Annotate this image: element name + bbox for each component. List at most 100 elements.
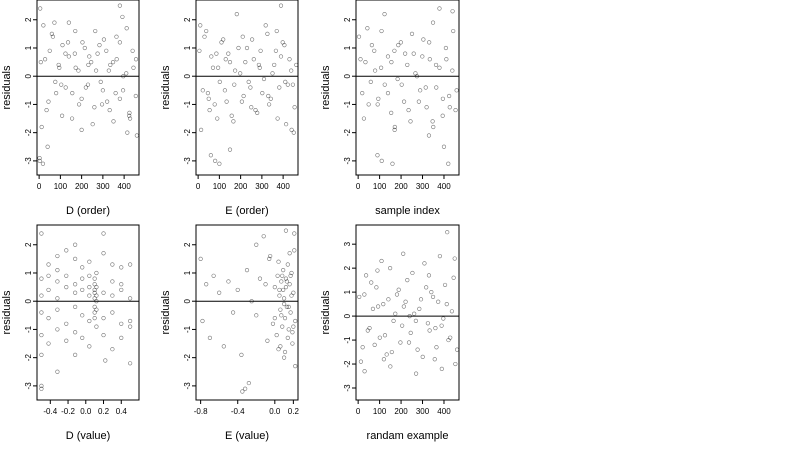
data-point (39, 310, 44, 315)
data-point (108, 62, 113, 68)
plot-panel-4: -0.4 -0.2 0.0 0.2 0.4 -3 -2 -1 0 1 2 D (value) resid… (1, 224, 140, 442)
data-point (280, 324, 285, 329)
x-tick-label: -0.4 (43, 407, 57, 416)
data-point (285, 262, 290, 267)
data-point (284, 122, 289, 127)
data-point (394, 292, 400, 297)
y-tick-label: -1 (183, 325, 192, 333)
data-point (360, 91, 365, 96)
y-tick-label: -3 (343, 157, 352, 165)
y-axis-title: residuals (160, 65, 172, 110)
data-point (53, 79, 58, 84)
data-point (222, 88, 227, 93)
data-point (413, 318, 418, 323)
data-point (410, 270, 415, 276)
data-point (426, 273, 432, 278)
data-point (246, 79, 251, 84)
data-point (94, 307, 99, 312)
plot-panel-1: 0 100 200 300 400 -3 -2 -1 0 1 2 D (order) residuals (1, 0, 140, 217)
data-point (46, 262, 51, 267)
data-point (356, 34, 362, 39)
data-point (446, 161, 451, 166)
data-point (429, 290, 434, 295)
data-point (207, 107, 212, 113)
data-point (291, 130, 296, 135)
data-point (293, 364, 298, 369)
y-axis-title: residuals (320, 290, 332, 335)
data-point (205, 91, 210, 96)
data-point (227, 147, 233, 152)
data-point (127, 110, 132, 116)
y-tick-label: 2 (24, 242, 33, 247)
y-axis-title: residuals (1, 65, 13, 110)
data-point (117, 3, 122, 8)
data-point (280, 273, 285, 278)
data-point (374, 285, 379, 290)
data-point (372, 48, 377, 53)
data-point (440, 96, 446, 101)
data-point (432, 357, 437, 362)
data-point (55, 296, 60, 301)
data-point (372, 342, 377, 347)
data-point (128, 318, 133, 324)
data-point (243, 386, 248, 391)
x-axis-title: E (order) (225, 205, 268, 217)
data-point (257, 65, 262, 70)
y-tick-label: -2 (24, 354, 33, 362)
data-point (254, 242, 259, 247)
scatter-points (198, 228, 298, 394)
data-point (388, 364, 393, 369)
data-point (292, 105, 297, 110)
data-point (80, 313, 85, 318)
y-tick-label: -1 (183, 100, 192, 108)
data-point (277, 293, 282, 298)
data-point (45, 144, 50, 149)
data-point (92, 276, 97, 281)
data-point (385, 91, 391, 96)
data-point (272, 316, 277, 321)
data-point (375, 268, 380, 273)
data-point (291, 290, 296, 295)
plot-frame (355, 224, 460, 401)
data-point (130, 48, 135, 53)
data-point (127, 116, 133, 121)
y-tick-label: 1 (343, 289, 352, 294)
x-tick-label: 300 (96, 182, 110, 191)
data-point (240, 389, 245, 394)
data-point (368, 79, 373, 84)
x-tick-label: 100 (373, 407, 387, 416)
data-point (424, 285, 429, 290)
data-point (94, 293, 99, 298)
plot-panel-5: -0.8 -0.4 0.0 0.2 -3 -2 -1 0 1 2 E (value) residual… (160, 224, 299, 442)
data-point (418, 88, 423, 93)
data-point (372, 68, 378, 73)
data-point (256, 62, 262, 68)
data-point (285, 335, 290, 341)
data-point (73, 352, 78, 357)
x-tick-label: 100 (54, 182, 68, 191)
data-point (89, 59, 94, 65)
data-point (267, 256, 272, 261)
data-point (261, 76, 267, 82)
data-point (87, 344, 92, 349)
data-point (119, 287, 124, 293)
y-axis-title: residuals (320, 65, 332, 110)
data-point (398, 40, 403, 45)
data-point (275, 116, 280, 121)
data-point (288, 310, 293, 315)
data-point (413, 71, 418, 76)
data-point (284, 304, 289, 309)
data-point (90, 122, 95, 127)
data-point (46, 99, 51, 104)
data-point (433, 62, 439, 68)
data-point (449, 309, 455, 314)
data-point (38, 59, 43, 65)
data-point (244, 268, 250, 273)
data-point (206, 96, 211, 101)
data-point (232, 82, 237, 87)
data-point (261, 234, 266, 239)
data-point (39, 386, 44, 391)
data-point (395, 76, 400, 82)
data-point (281, 268, 286, 273)
